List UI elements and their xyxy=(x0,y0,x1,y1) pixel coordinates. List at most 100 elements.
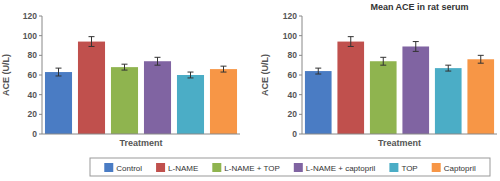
error-cap xyxy=(221,66,227,67)
y-tick-label: 40 xyxy=(288,90,298,100)
bar xyxy=(402,46,429,134)
error-stem xyxy=(58,68,59,76)
x-axis-label: Treatment xyxy=(119,138,162,148)
error-cap xyxy=(155,65,161,66)
bar xyxy=(177,75,204,134)
y-tick-label: 60 xyxy=(288,70,298,80)
error-stem xyxy=(350,37,351,47)
error-cap xyxy=(315,74,321,75)
legend-label: L-NAME xyxy=(168,164,198,173)
chart-panel: 0 20 40 60 80 100 120 Treatment ACE (U/L) Mean AC… xyxy=(260,2,497,148)
error-bar xyxy=(315,68,321,74)
legend-label: L-NAME + captopril xyxy=(306,164,376,173)
error-cap xyxy=(122,64,128,65)
bar xyxy=(305,71,332,134)
error-cap xyxy=(380,57,386,58)
error-cap xyxy=(348,36,354,37)
bar xyxy=(111,67,138,134)
legend-swatch xyxy=(294,163,303,172)
error-stem xyxy=(480,55,481,63)
error-cap xyxy=(56,75,62,76)
error-cap xyxy=(478,55,484,56)
legend-frame xyxy=(90,158,490,176)
y-axis xyxy=(42,16,43,134)
legend-swatch xyxy=(156,163,165,172)
error-stem xyxy=(383,57,384,65)
error-bar xyxy=(56,68,62,76)
error-stem xyxy=(318,68,319,74)
error-cap xyxy=(122,70,128,71)
y-tick-label: 120 xyxy=(283,11,297,21)
error-stem xyxy=(415,42,416,52)
y-tick-label: 40 xyxy=(28,90,38,100)
bars xyxy=(305,37,494,134)
y-tick-label: 80 xyxy=(288,50,298,60)
bar xyxy=(45,72,72,134)
y-tick-label: 120 xyxy=(23,11,37,21)
error-bar xyxy=(155,57,161,65)
y-tick-label: 100 xyxy=(23,31,37,41)
error-stem xyxy=(448,65,449,71)
x-axis xyxy=(302,134,497,135)
bar xyxy=(467,59,494,134)
bar xyxy=(337,42,364,134)
error-cap xyxy=(380,65,386,66)
legend-swatch xyxy=(432,163,441,172)
bar xyxy=(78,42,105,134)
bar xyxy=(435,68,462,134)
error-cap xyxy=(89,36,95,37)
error-bar xyxy=(380,57,386,65)
error-bar xyxy=(478,55,484,63)
legend-swatch xyxy=(212,163,221,172)
error-stem xyxy=(157,57,158,65)
error-cap xyxy=(413,51,419,52)
error-cap xyxy=(188,77,194,78)
x-axis xyxy=(42,134,240,135)
y-axis-label: ACE (U/L) xyxy=(1,54,11,96)
y-tick-label: 60 xyxy=(28,70,38,80)
bar xyxy=(144,61,171,134)
legend-label: Control xyxy=(116,164,142,173)
error-cap xyxy=(221,72,227,73)
bars xyxy=(45,37,237,134)
x-axis-label: Treatment xyxy=(378,138,421,148)
y-axis xyxy=(302,16,303,134)
error-bar xyxy=(348,37,354,47)
legend: Control L-NAME L-NAME + TOP L-NAME + captop… xyxy=(90,158,490,176)
legend-label: Captopril xyxy=(444,164,476,173)
legend-swatch xyxy=(104,163,113,172)
error-cap xyxy=(315,68,321,69)
error-bar xyxy=(445,65,451,71)
y-tick-label: 20 xyxy=(28,109,38,119)
error-cap xyxy=(89,46,95,47)
y-axis-label: ACE (U/L) xyxy=(260,54,270,96)
y-tick-label: 0 xyxy=(32,129,37,139)
error-bar xyxy=(413,42,419,52)
legend-label: L-NAME + TOP xyxy=(224,164,280,173)
error-cap xyxy=(445,71,451,72)
chart-root: 0 20 40 60 80 100 120 Treatment ACE (U/L) 0 20 40 60… xyxy=(0,0,500,181)
chart-panel: 020406080100120TreatmentACE (U/L) xyxy=(1,11,240,148)
y-tick-label: 100 xyxy=(283,31,297,41)
error-cap xyxy=(155,57,161,58)
error-bar xyxy=(122,64,128,70)
legend-swatch xyxy=(389,163,398,172)
y-tick-label: 20 xyxy=(288,109,298,119)
error-cap xyxy=(56,68,62,69)
error-stem xyxy=(91,37,92,47)
error-bar xyxy=(89,37,95,47)
y-tick-label: 0 xyxy=(292,129,297,139)
error-bar xyxy=(221,66,227,72)
error-bar xyxy=(188,72,194,78)
bar xyxy=(370,61,397,134)
legend-label: TOP xyxy=(401,164,417,173)
error-stem xyxy=(124,64,125,70)
error-stem xyxy=(223,66,224,72)
error-stem xyxy=(190,72,191,78)
error-cap xyxy=(348,46,354,47)
error-cap xyxy=(188,72,194,73)
chart-title: Mean ACE in rat serum xyxy=(370,2,468,12)
error-cap xyxy=(445,65,451,66)
error-cap xyxy=(478,63,484,64)
error-cap xyxy=(413,41,419,42)
